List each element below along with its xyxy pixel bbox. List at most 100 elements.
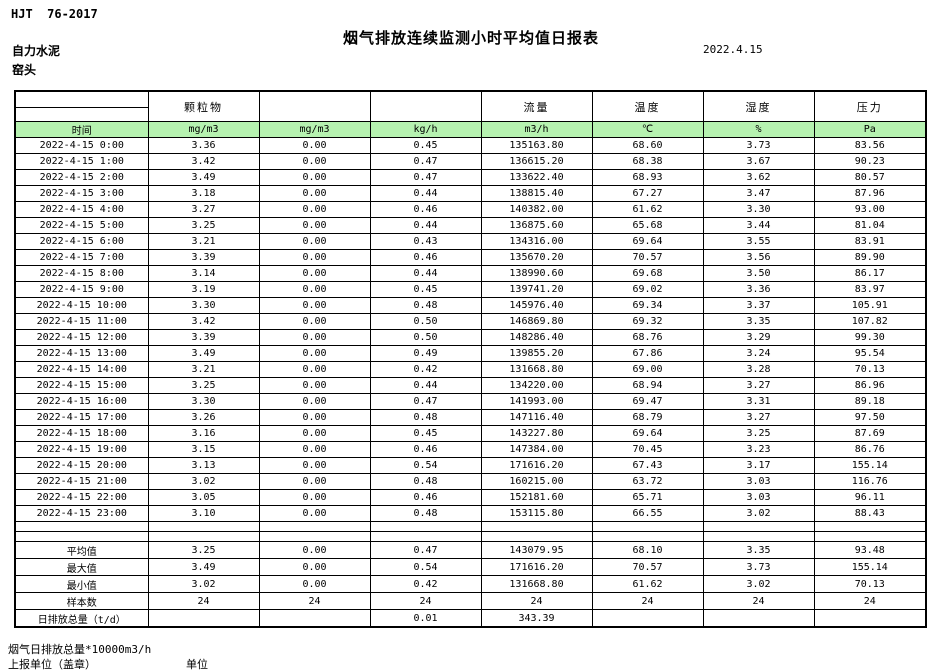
- table-cell: 3.44: [702, 217, 815, 234]
- table-cell: 2022-4-15 4:00: [14, 201, 149, 218]
- table-cell: 0.00: [258, 137, 371, 154]
- table-cell: 3.47: [702, 185, 815, 202]
- table-row: 2022-4-15 6:00 3.21 0.00 0.43 134316.00 69.64…: [14, 233, 927, 250]
- table-cell: [813, 521, 927, 532]
- table-row: 2022-4-15 23:00 3.10 0.00 0.48 153115.80 66.5…: [14, 505, 927, 522]
- table-row: 平均值 3.25 0.00 0.47 143079.95 68.10 3.35 93.48: [14, 541, 927, 559]
- table-cell: 0.44: [369, 377, 482, 394]
- table-cell: 0.47: [369, 169, 482, 186]
- table-cell: 99.30: [813, 329, 927, 346]
- table-cell: 3.21: [147, 361, 260, 378]
- table-cell: 0.47: [369, 541, 482, 559]
- table-cell: 81.04: [813, 217, 927, 234]
- table-cell: [591, 521, 704, 532]
- table-cell: [147, 609, 260, 628]
- table-cell: 24: [591, 592, 704, 610]
- table-cell: 0.50: [369, 329, 482, 346]
- header-split-line: [16, 106, 147, 108]
- table-cell: 143079.95: [480, 541, 593, 559]
- table-cell: 2022-4-15 11:00: [14, 313, 149, 330]
- table-cell: 2022-4-15 23:00: [14, 505, 149, 522]
- table-cell: 66.55: [591, 505, 704, 522]
- table-cell: 0.49: [369, 345, 482, 362]
- table-row: 2022-4-15 1:00 3.42 0.00 0.47 136615.20 68.38…: [14, 153, 927, 170]
- table-cell: 86.76: [813, 441, 927, 458]
- table-cell: 155.14: [813, 457, 927, 474]
- table-cell: 0.00: [258, 313, 371, 330]
- table-row: 2022-4-15 13:00 3.49 0.00 0.49 139855.20 67.8…: [14, 345, 927, 362]
- table-cell: 2022-4-15 9:00: [14, 281, 149, 298]
- table-cell: 0.46: [369, 249, 482, 266]
- table-cell: 3.27: [702, 377, 815, 394]
- table-cell: 日排放总量（t/d）: [14, 609, 149, 628]
- table-cell: 136615.20: [480, 153, 593, 170]
- table-cell: 87.69: [813, 425, 927, 442]
- table-cell: 0.00: [258, 265, 371, 282]
- table-cell: 0.46: [369, 201, 482, 218]
- table-cell: 0.48: [369, 409, 482, 426]
- table-cell: 3.36: [147, 137, 260, 154]
- company-name: 自力水泥: [12, 44, 61, 58]
- table-cell: 3.73: [702, 137, 815, 154]
- table-cell: 0.00: [258, 377, 371, 394]
- table-cell: 最大值: [14, 558, 149, 576]
- table-cell: 3.17: [702, 457, 815, 474]
- table-cell: 70.13: [813, 361, 927, 378]
- table-cell: 141993.00: [480, 393, 593, 410]
- table-cell: 2022-4-15 10:00: [14, 297, 149, 314]
- table-row: 2022-4-15 2:00 3.49 0.00 0.47 133622.40 68.93…: [14, 169, 927, 186]
- table-cell: 107.82: [813, 313, 927, 330]
- table-cell: 63.72: [591, 473, 704, 490]
- footer-report-unit-label: 上报单位（盖章）: [8, 658, 96, 671]
- table-cell: 2022-4-15 19:00: [14, 441, 149, 458]
- table-cell: 139855.20: [480, 345, 593, 362]
- table-row: 2022-4-15 17:00 3.26 0.00 0.48 147116.40 68.7…: [14, 409, 927, 426]
- table-cell: 68.94: [591, 377, 704, 394]
- table-cell: [702, 521, 815, 532]
- table-cell: 3.56: [702, 249, 815, 266]
- table-cell: 3.49: [147, 558, 260, 576]
- table-cell: 138815.40: [480, 185, 593, 202]
- table-cell: 68.60: [591, 137, 704, 154]
- group-header-pressure: 压力: [813, 90, 927, 122]
- table-cell: 131668.80: [480, 361, 593, 378]
- footer-total-note: 烟气日排放总量*10000m3/h: [8, 643, 152, 656]
- table-cell: 68.10: [591, 541, 704, 559]
- table-cell: [702, 531, 815, 542]
- table-cell: 65.68: [591, 217, 704, 234]
- unit-header-m3h: m3/h: [480, 121, 593, 138]
- table-cell: 0.45: [369, 425, 482, 442]
- report-date: 2022.4.15: [703, 43, 763, 56]
- table-row: 2022-4-15 8:00 3.14 0.00 0.44 138990.60 69.68…: [14, 265, 927, 282]
- table-cell: 0.48: [369, 297, 482, 314]
- table-row: [14, 531, 927, 542]
- table-cell: 24: [258, 592, 371, 610]
- table-cell: 3.23: [702, 441, 815, 458]
- table-cell: 2022-4-15 20:00: [14, 457, 149, 474]
- table-cell: 88.43: [813, 505, 927, 522]
- table-cell: 0.00: [258, 153, 371, 170]
- table-cell: 153115.80: [480, 505, 593, 522]
- table-cell: 3.10: [147, 505, 260, 522]
- table-cell: 3.39: [147, 329, 260, 346]
- table-cell: 135163.80: [480, 137, 593, 154]
- table-cell: 3.29: [702, 329, 815, 346]
- table-cell: 69.00: [591, 361, 704, 378]
- table-cell: 140382.00: [480, 201, 593, 218]
- table-cell: 96.11: [813, 489, 927, 506]
- table-cell: 70.57: [591, 558, 704, 576]
- table-cell: 0.00: [258, 169, 371, 186]
- table-cell: 24: [369, 592, 482, 610]
- group-header-flow: 流量: [480, 90, 593, 122]
- table-cell: 3.30: [702, 201, 815, 218]
- table-cell: 2022-4-15 21:00: [14, 473, 149, 490]
- table-cell: 3.42: [147, 153, 260, 170]
- table-cell: 3.25: [147, 217, 260, 234]
- table-cell: 134220.00: [480, 377, 593, 394]
- table-cell: 138990.60: [480, 265, 593, 282]
- table-cell: 83.56: [813, 137, 927, 154]
- table-cell: 24: [480, 592, 593, 610]
- doc-code: HJT 76-2017: [11, 7, 98, 21]
- table-cell: 3.26: [147, 409, 260, 426]
- table-cell: [369, 531, 482, 542]
